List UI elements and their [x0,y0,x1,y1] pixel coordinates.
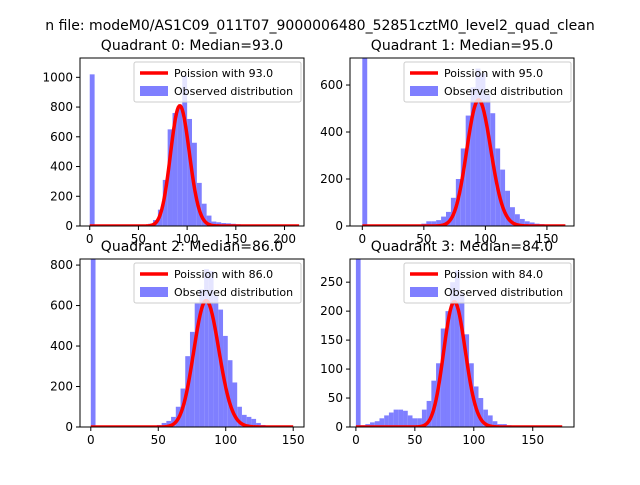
legend: Poission with 84.0 Observed distribution [404,263,571,303]
x-tick-label: 100 [214,433,237,447]
histogram-bar [91,259,96,427]
y-tick-label: 400 [50,160,73,174]
figure-suptitle: n file: modeM0/AS1C09_011T07_9000006480_… [45,18,594,34]
subplot-title: Quadrant 0: Median=93.0 [101,38,283,54]
y-tick-label: 600 [50,299,73,313]
legend-observed-swatch [410,287,438,297]
histogram-bar [394,410,399,427]
legend: Poission with 95.0 Observed distribution [404,62,571,102]
y-tick-label: 800 [50,258,73,272]
legend-observed-label: Observed distribution [444,85,563,98]
histogram-bar [403,411,408,427]
x-tick-label: 50 [151,433,166,447]
y-tick-label: 0 [335,219,343,233]
x-tick-label: 100 [462,433,485,447]
histogram-bar [177,107,182,226]
y-tick-label: 400 [50,339,73,353]
histogram-bar [389,413,394,427]
y-tick-label: 0 [65,420,73,434]
subplot-quadrant-2: 0 50 100 150 0 200 400 600 800 Quadrant 2: Median… [50,239,305,447]
y-tick-label: 200 [320,172,343,186]
y-tick-label: 800 [50,100,73,114]
legend-model-label: Poission with 84.0 [444,268,543,281]
legend-observed-label: Observed distribution [174,85,293,98]
legend-observed-swatch [140,287,168,297]
x-tick-label: 150 [282,433,305,447]
legend-observed-swatch [410,86,438,96]
x-tick-label: 0 [87,433,95,447]
subplot-title: Quadrant 2: Median=86.0 [101,239,283,255]
y-tick-label: 0 [65,219,73,233]
histogram-bar [356,259,361,427]
y-tick-label: 600 [50,130,73,144]
y-tick-label: 50 [328,391,343,405]
subplot-title: Quadrant 1: Median=95.0 [371,38,553,54]
histogram-bar [214,295,219,427]
histogram-bar [398,410,403,427]
legend: Poission with 86.0 Observed distribution [134,263,301,303]
legend-model-label: Poission with 86.0 [174,268,273,281]
legend-model-label: Poission with 95.0 [444,67,543,80]
legend: Poission with 93.0 Observed distribution [134,62,301,102]
x-tick-label: 0 [352,433,360,447]
legend-observed-label: Observed distribution [174,286,293,299]
x-tick-label: 150 [521,433,544,447]
y-tick-label: 200 [320,304,343,318]
y-tick-label: 200 [50,189,73,203]
x-tick-label: 0 [358,232,366,246]
x-tick-label: 0 [86,232,94,246]
y-tick-label: 250 [320,275,343,289]
legend-observed-swatch [140,86,168,96]
legend-model-label: Poission with 93.0 [174,67,273,80]
subplot-quadrant-3: 0 50 100 150 0 50 100 150 200 250 Quadrant 3: Medi… [320,239,574,447]
y-tick-label: 100 [320,362,343,376]
histogram-bar [362,58,367,226]
y-tick-label: 400 [320,125,343,139]
y-tick-label: 150 [320,333,343,347]
legend-observed-label: Observed distribution [444,286,563,299]
y-tick-label: 0 [335,420,343,434]
y-tick-label: 600 [320,78,343,92]
y-tick-label: 200 [50,380,73,394]
histogram-bar [90,74,95,226]
subplot-title: Quadrant 3: Median=84.0 [371,239,553,255]
x-tick-label: 50 [407,433,422,447]
y-tick-label: 1000 [42,70,73,84]
